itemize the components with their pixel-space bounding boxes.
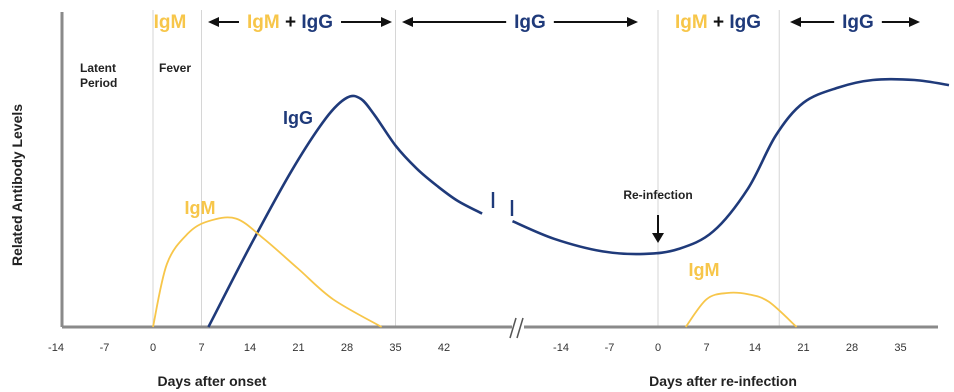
region-label: Period [80,76,117,90]
igm-curve-label: IgM [185,198,216,218]
antibody-curves [152,77,950,328]
phase-label-4: IgG [842,12,874,33]
phase-label-part: IgM [154,12,187,33]
igg-curve-onset [207,94,483,328]
phase-arrowhead-left [402,17,413,27]
x-axis-label-reinfection: Days after re-infection [649,373,797,389]
phase-label-part: IgG [729,12,761,33]
tick-label: -14 [48,342,64,354]
tick-label: 7 [198,342,204,354]
phase-label-part: IgG [842,12,874,33]
tick-label: 7 [703,342,709,354]
phase-label-2: IgG [514,12,546,33]
tick-label: 14 [749,342,761,354]
axis-break-mark [509,317,517,339]
phase-label-part: IgM [247,12,280,33]
reinfection-arrowhead [652,233,664,243]
phase-label-part: IgG [514,12,546,33]
phase-label-1: IgM + IgG [247,12,333,33]
phase-label-3: IgM + IgG [675,12,761,33]
y-axis-label: Related Antibody Levels [9,104,25,266]
tick-label: 35 [389,342,401,354]
phase-arrowhead-right [381,17,392,27]
igg-curve-reinfection [511,77,950,256]
reinfection-label: Re-infection [623,188,692,202]
tick-label: -14 [553,342,569,354]
tick-label: 14 [244,342,256,354]
tick-label: 35 [894,342,906,354]
phase-arrowhead-right [909,17,920,27]
tick-label: -7 [605,342,615,354]
phase-label-part: IgG [301,12,333,33]
phase-label-0: IgM [154,12,187,33]
igm-curve-reinfection [684,291,798,328]
phase-label-part: IgM [675,12,708,33]
tick-label: 0 [150,342,156,354]
axis-break-mark [516,317,524,339]
region-label: Latent [80,61,116,75]
tick-label: 21 [292,342,304,354]
tick-label: 28 [846,342,858,354]
igm-curve-label: IgM [689,260,720,280]
tick-label: 21 [797,342,809,354]
igm-curve-onset [152,216,383,328]
tick-label: 42 [438,342,450,354]
tick-label: -7 [100,342,110,354]
x-axis-label-onset: Days after onset [158,373,267,389]
axes: -14 -7 0 7 14 21 28 35 42 -14 -7 0 7 14 21 28 35 [48,12,938,354]
region-label: Fever [159,61,191,75]
region-dividers [152,10,780,327]
phase-arrowhead-left [208,17,219,27]
phase-label-part: + [280,12,302,33]
phase-arrowhead-left [790,17,801,27]
phase-label-part: + [708,12,730,33]
phase-arrowhead-right [627,17,638,27]
igg-curve-label: IgG [283,108,313,128]
tick-label: 28 [341,342,353,354]
tick-label: 0 [655,342,661,354]
